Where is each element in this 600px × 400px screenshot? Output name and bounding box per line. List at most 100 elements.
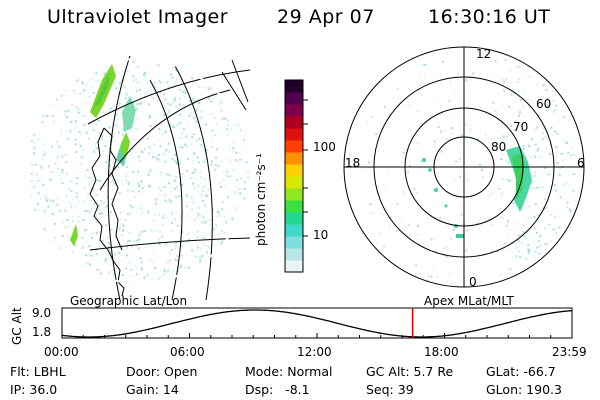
- speckle-dot: [153, 143, 156, 146]
- gain-info: Gain: 14: [126, 382, 179, 397]
- speckle-dot: [214, 117, 217, 119]
- speckle-dot: [185, 135, 188, 138]
- speckle-dot: [534, 227, 537, 230]
- speckle-dot: [187, 232, 190, 235]
- speckle-dot: [183, 89, 186, 92]
- speckle-dot: [135, 265, 138, 268]
- speckle-dot: [139, 257, 142, 260]
- speckle-dot: [202, 216, 205, 219]
- speckle-dot: [519, 99, 522, 101]
- speckle-dot: [530, 138, 533, 141]
- speckle-dot: [226, 170, 229, 173]
- speckle-dot: [137, 103, 140, 105]
- speckle-dot: [173, 187, 176, 190]
- speckle-dot: [485, 54, 488, 57]
- speckle-dot: [210, 160, 213, 163]
- speckle-dot: [78, 221, 81, 224]
- speckle-dot: [94, 80, 97, 83]
- speckle-dot: [65, 89, 68, 92]
- speckle-dot: [121, 128, 124, 130]
- speckle-dot: [220, 243, 223, 245]
- speckle-dot: [51, 104, 54, 107]
- speckle-dot: [546, 243, 549, 246]
- speckle-dot: [430, 238, 433, 241]
- speckle-dot: [75, 80, 78, 83]
- speckle-dot: [232, 169, 235, 172]
- speckle-dot: [30, 172, 33, 175]
- timeline-ticks: [61, 333, 573, 338]
- speckle-dot: [407, 224, 409, 227]
- speckle-dot: [172, 125, 175, 128]
- speckle-dot: [155, 201, 158, 203]
- speckle-dot: [107, 242, 110, 245]
- speckle-dot: [95, 232, 98, 235]
- speckle-dot: [112, 179, 115, 182]
- speckle-dot: [229, 128, 232, 131]
- speckle-dot: [552, 100, 555, 102]
- speckle-dot: [449, 273, 452, 276]
- speckle-dot: [204, 204, 207, 207]
- speckle-dot: [33, 133, 36, 136]
- speckle-dot: [383, 214, 386, 217]
- speckle-dot: [85, 262, 87, 264]
- colorbar-segment: [285, 248, 303, 261]
- speckle-dot: [204, 244, 207, 247]
- speckle-dot: [572, 173, 575, 176]
- speckle-dot: [115, 122, 118, 125]
- x-tick-2359: 23:59: [552, 345, 587, 359]
- speckle-dot: [36, 180, 39, 183]
- speckle-dot: [77, 79, 80, 82]
- mode-info: Mode: Normal: [245, 364, 333, 379]
- speckle-dot: [527, 247, 530, 250]
- speckle-dot: [515, 255, 518, 258]
- speckle-dot: [138, 81, 141, 84]
- speckle-dot: [200, 144, 203, 147]
- gc-alt-axis-label: GC Alt: [10, 307, 24, 345]
- speckle-dot: [176, 185, 178, 188]
- speckle-dot: [440, 150, 443, 153]
- speckle-dot: [434, 216, 437, 219]
- speckle-dot: [126, 246, 128, 249]
- speckle-dot: [163, 273, 165, 276]
- speckle-dot: [46, 115, 49, 118]
- ip-info: IP: 36.0: [10, 382, 58, 397]
- speckle-dot: [200, 116, 203, 119]
- speckle-dot: [382, 150, 385, 152]
- speckle-dot: [221, 208, 223, 211]
- speckle-dot: [171, 101, 174, 104]
- speckle-dot: [66, 137, 69, 140]
- speckle-dot: [504, 159, 507, 162]
- speckle-dot: [546, 139, 549, 142]
- speckle-dot: [503, 89, 505, 92]
- speckle-dot: [61, 182, 64, 184]
- speckle-dot: [407, 103, 410, 106]
- glat-info: GLat: -66.7: [486, 364, 556, 379]
- speckle-dot: [51, 171, 54, 174]
- speckle-dot: [132, 79, 135, 82]
- speckle-dot: [153, 243, 156, 246]
- speckle-dot: [179, 88, 182, 91]
- speckle-dot: [517, 65, 520, 68]
- speckle-dot: [527, 249, 530, 252]
- speckle-dot: [207, 245, 210, 248]
- speckle-dot: [37, 138, 40, 141]
- speckle-dot: [188, 267, 191, 269]
- speckle-dot: [135, 78, 138, 81]
- speckle-dot: [218, 238, 220, 241]
- speckle-dot: [433, 140, 436, 143]
- speckle-dot: [98, 204, 101, 207]
- speckle-dot: [186, 145, 188, 148]
- speckle-dot: [423, 76, 426, 79]
- speckle-dot: [196, 236, 199, 239]
- speckle-dot: [514, 247, 517, 249]
- speckle-dot: [228, 149, 231, 152]
- speckle-dot: [90, 209, 93, 212]
- speckle-dot: [215, 164, 217, 167]
- speckle-dot: [242, 187, 245, 190]
- speckle-dot: [225, 127, 228, 130]
- speckle-dot: [361, 167, 364, 170]
- speckle-dot: [140, 231, 143, 233]
- speckle-dot: [396, 88, 399, 90]
- speckle-dot: [236, 186, 239, 189]
- speckle-dot: [181, 231, 184, 233]
